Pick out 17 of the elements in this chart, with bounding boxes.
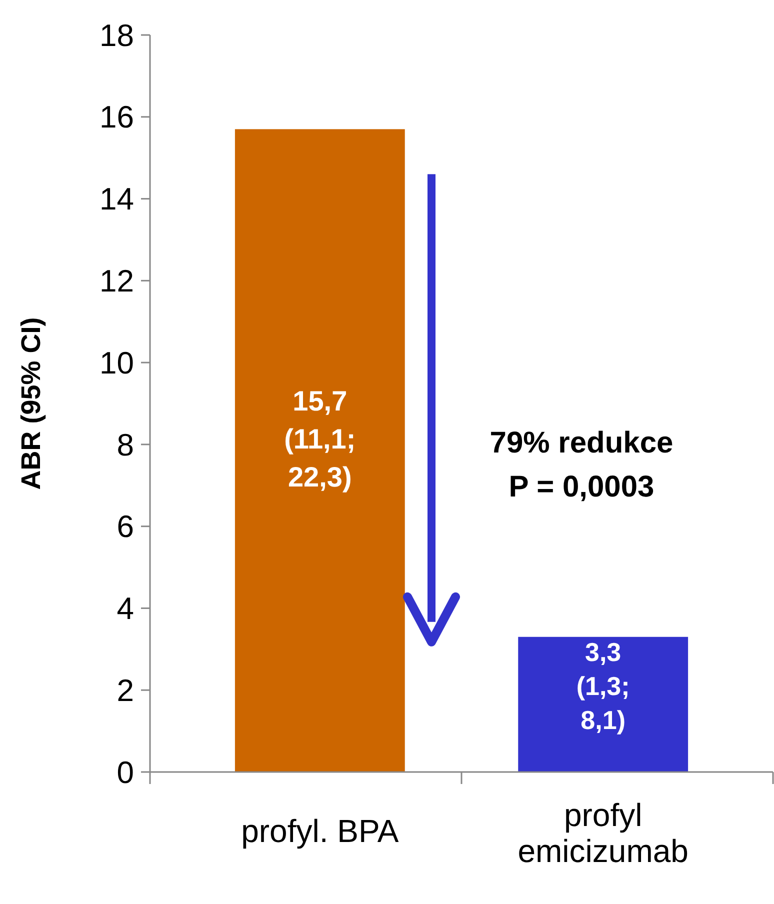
y-tick-label: 4 [116, 591, 134, 626]
annotation: 79% redukce [490, 426, 674, 460]
y-tick-label: 12 [100, 264, 134, 299]
y-tick-label: 14 [100, 182, 134, 217]
annotation: P = 0,0003 [508, 470, 654, 504]
y-tick-label: 2 [116, 672, 134, 708]
data-label: 15,7 (11,1; 22,3) [284, 386, 356, 493]
y-tick-label: 18 [100, 18, 134, 53]
y-tick-label: 8 [116, 427, 134, 462]
y-tick-label: 16 [100, 100, 134, 135]
y-tick-label: 10 [100, 345, 134, 380]
x-tick-label: profyl emicizumab [518, 797, 688, 869]
x-tick-label: profyl. BPA [241, 813, 400, 849]
y-axis-title: ABR (95% CI) [16, 317, 46, 490]
y-tick-label: 0 [116, 754, 134, 790]
y-tick-label: 6 [116, 509, 134, 544]
data-label: 3,3 (1,3; 8,1) [576, 636, 630, 735]
